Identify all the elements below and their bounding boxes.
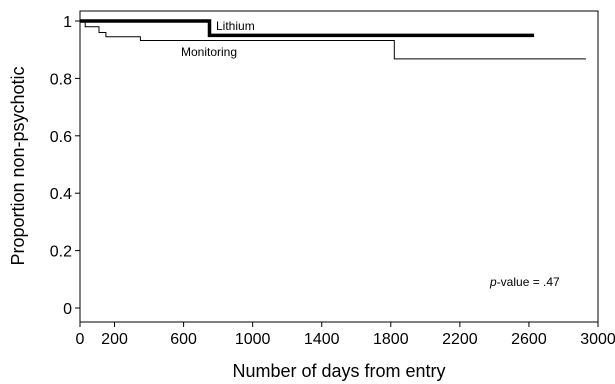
series-label-lithium: Lithium bbox=[216, 19, 255, 33]
y-tick-label: 0.2 bbox=[50, 244, 72, 261]
x-tick-label: 600 bbox=[170, 331, 197, 348]
p-value-text: -value = .47 bbox=[497, 275, 560, 289]
x-tick-label: 200 bbox=[101, 331, 128, 348]
series-line-lithium bbox=[80, 19, 535, 38]
series-label-monitoring: Monitoring bbox=[181, 45, 237, 59]
p-value-annotation: p-value = .47 bbox=[489, 275, 560, 289]
x-tick-label: 1000 bbox=[235, 331, 271, 348]
y-axis-title: Proportion non-psychotic bbox=[8, 66, 28, 265]
y-tick-label: 0.8 bbox=[50, 71, 72, 88]
p-value-italic-p: p bbox=[489, 275, 497, 289]
y-tick-label: 0.6 bbox=[50, 129, 72, 146]
x-axis-title: Number of days from entry bbox=[232, 361, 445, 381]
x-tick-label: 3000 bbox=[580, 331, 615, 348]
x-tick-label: 1800 bbox=[373, 331, 409, 348]
y-tick-label: 1 bbox=[63, 14, 72, 31]
x-tick-label: 2200 bbox=[442, 331, 478, 348]
y-tick-label: 0 bbox=[63, 301, 72, 318]
y-tick-label: 0.4 bbox=[50, 186, 72, 203]
plot-frame bbox=[79, 10, 599, 323]
series-line-monitoring bbox=[80, 20, 586, 60]
x-tick-label: 2600 bbox=[511, 331, 547, 348]
x-tick-label: 1400 bbox=[304, 331, 340, 348]
x-tick-label: 0 bbox=[76, 331, 85, 348]
